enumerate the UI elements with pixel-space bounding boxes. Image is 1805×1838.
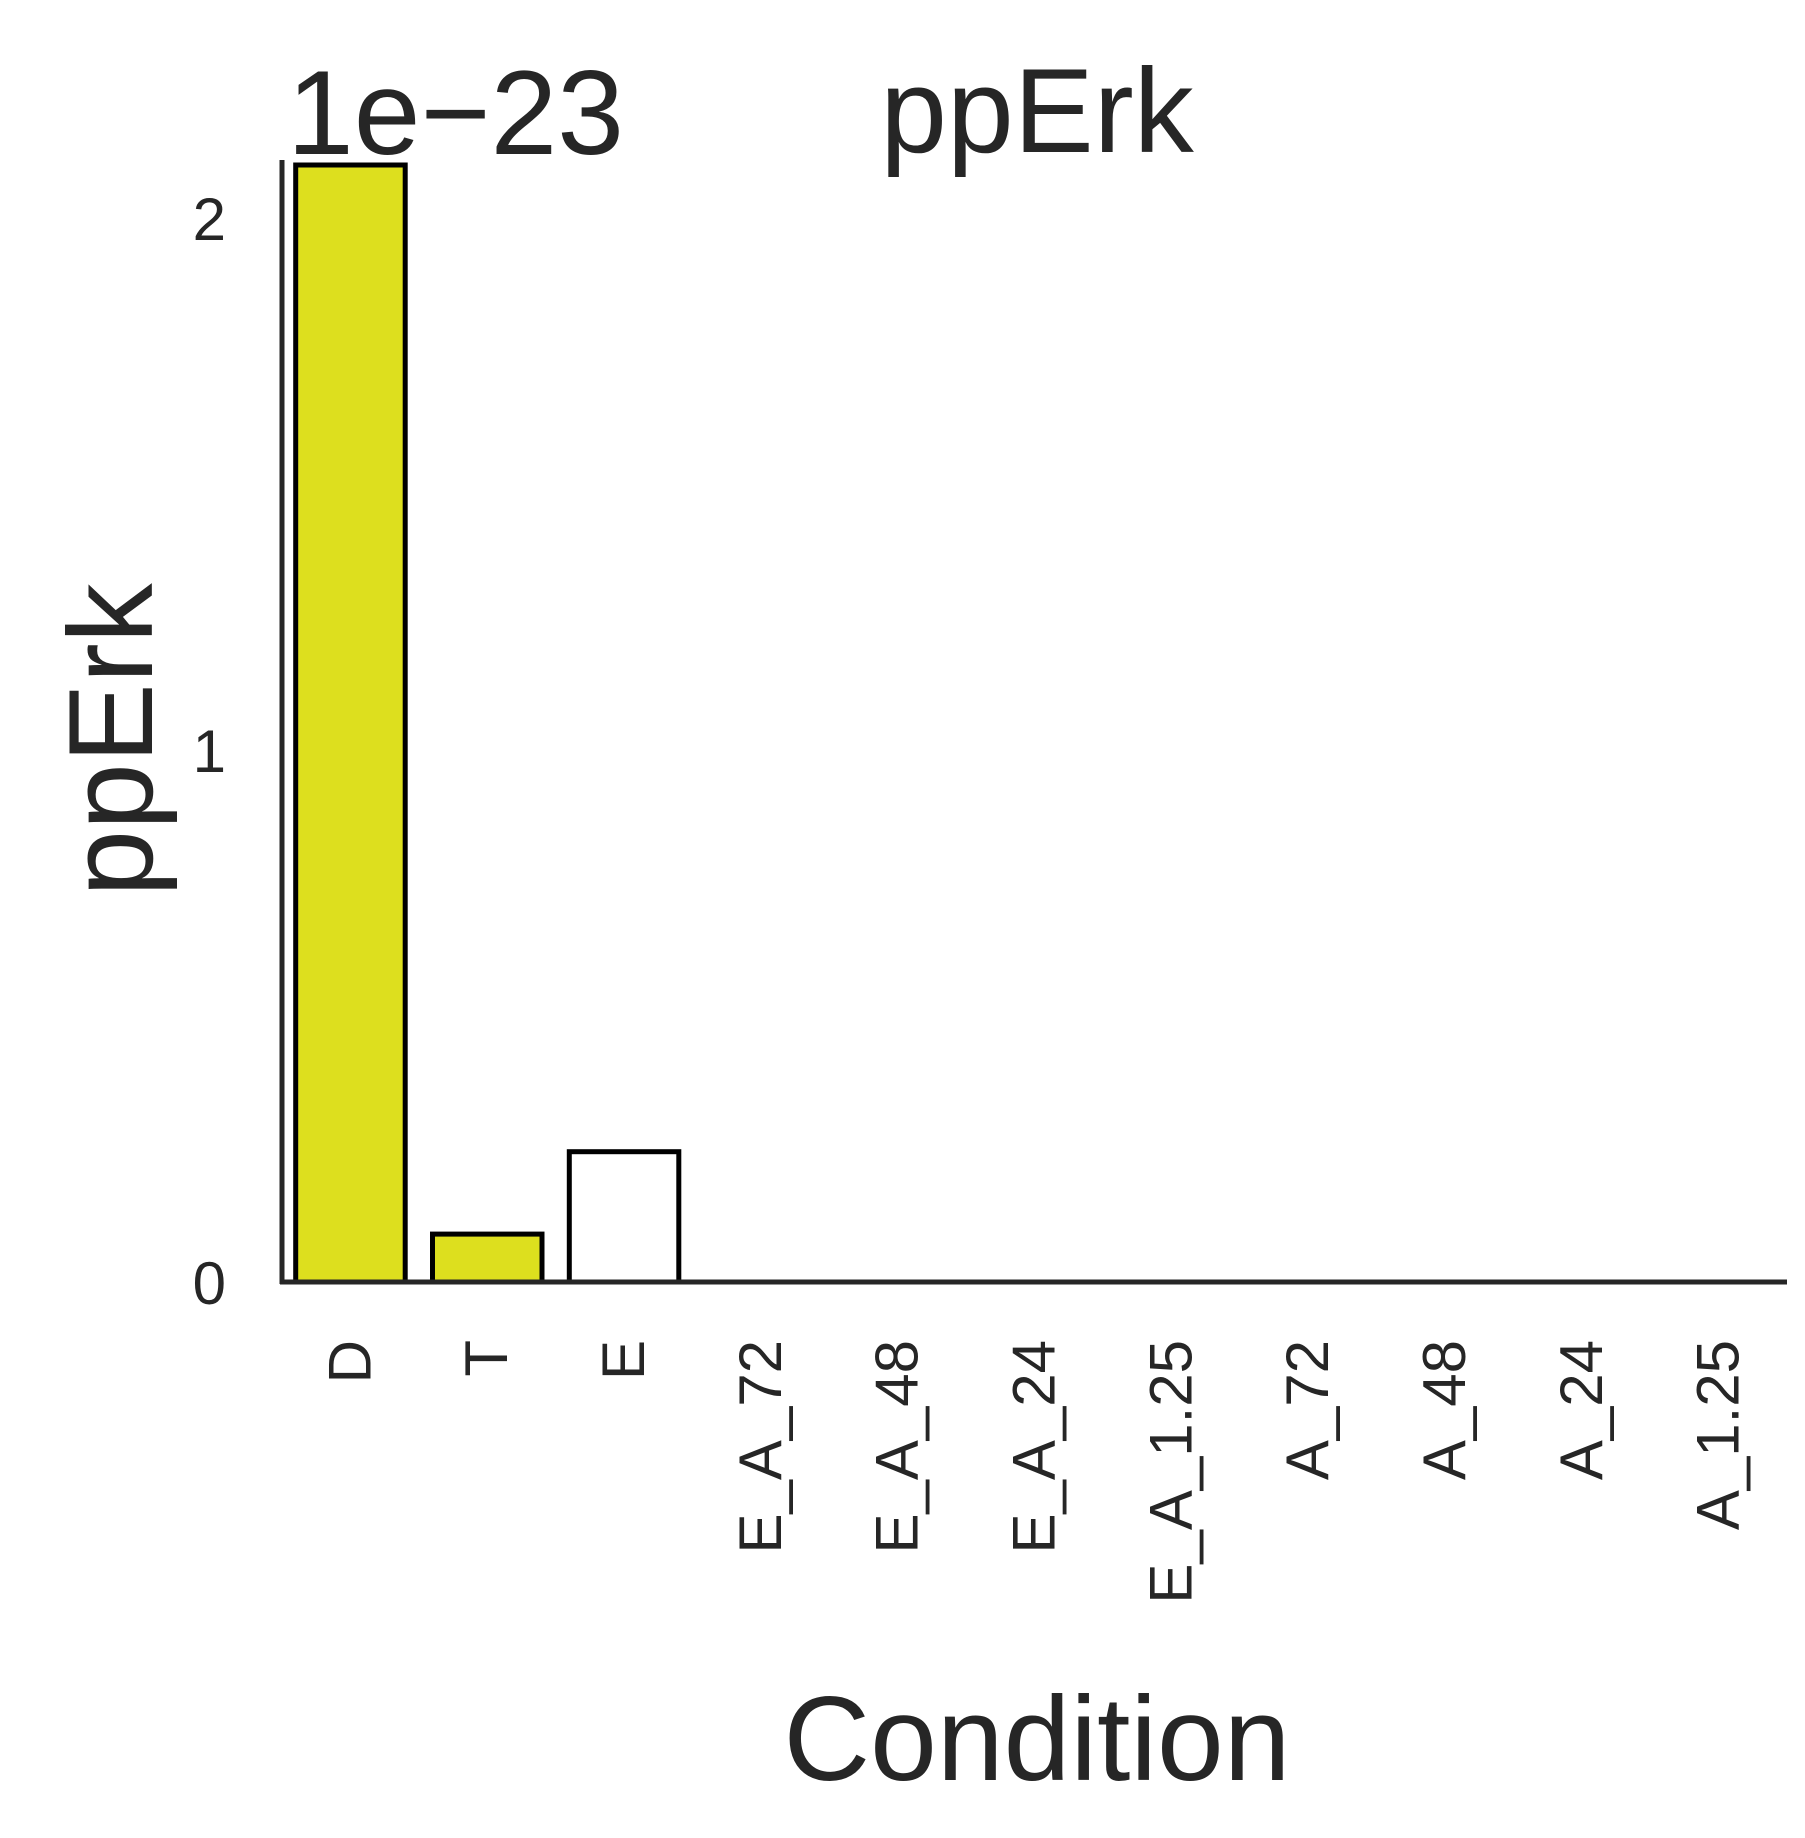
bar-E (566, 1149, 682, 1285)
y-tick-label: 2 (193, 186, 226, 253)
y-tick-label: 1 (193, 718, 226, 785)
x-tick-label: E_A_48 (864, 1340, 931, 1554)
x-tick-label: T (453, 1340, 520, 1377)
x-tick-label: E (590, 1340, 657, 1380)
chart-title: ppErk (880, 44, 1194, 178)
x-tick-label: E_A_1.25 (1137, 1340, 1204, 1604)
x-axis-label: Condition (783, 1672, 1290, 1806)
x-tick-label: A_48 (1411, 1340, 1478, 1480)
y-tick-label: 0 (193, 1250, 226, 1317)
x-tick-label: A_72 (1274, 1340, 1341, 1480)
bar-D (293, 162, 408, 1285)
bar-T (430, 1231, 545, 1285)
y-axis-label: ppErk (44, 582, 178, 896)
x-tick-label: E_A_72 (727, 1340, 794, 1554)
x-tick-label: E_A_24 (1001, 1340, 1068, 1554)
y-offset-label: 1e−23 (287, 46, 624, 180)
x-tick-label: A_1.25 (1685, 1340, 1752, 1530)
y-ticks: 0 1 2 (193, 186, 226, 1317)
x-ticks: D T E E_A_72 E_A_48 E_A_24 E_A_1.25 A_72 A_48 A_2… (316, 1340, 1751, 1604)
bars-layer (293, 162, 682, 1285)
x-tick-label: D (316, 1340, 383, 1383)
x-tick-label: A_24 (1548, 1340, 1615, 1480)
